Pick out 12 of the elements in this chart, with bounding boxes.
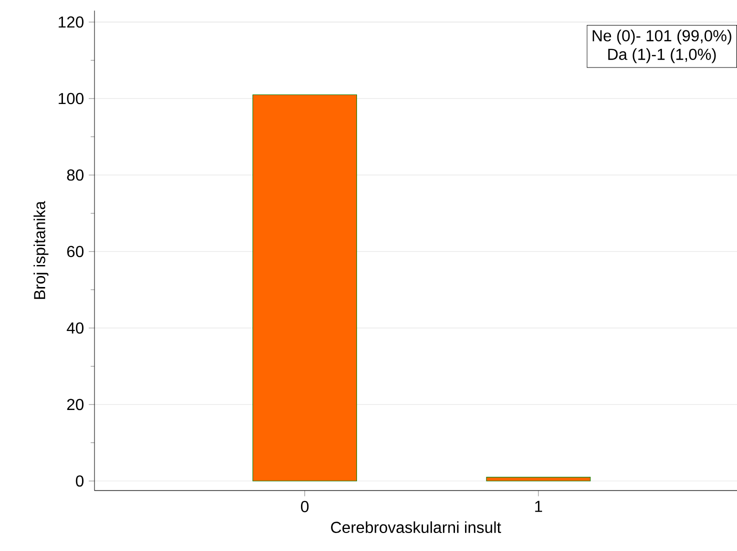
x-tick-label: 1	[535, 500, 542, 512]
y-tick-label: 60	[67, 246, 84, 258]
x-axis-title: Cerebrovaskularni insult	[331, 521, 502, 534]
annotation: Ne (0)- 101 (99,0%)	[592, 30, 732, 44]
y-tick-label: 40	[66, 322, 84, 334]
y-tick-label: 100	[58, 92, 84, 104]
y-tick-label: 0	[76, 475, 84, 487]
y-tick-label: 20	[67, 398, 84, 410]
y-tick-label: 120	[58, 16, 84, 28]
y-axis-title: Broj ispitanika	[34, 200, 48, 299]
annotation: Da (1)-1 (1,0%)	[608, 48, 716, 64]
y-tick-label: 80	[67, 169, 84, 181]
